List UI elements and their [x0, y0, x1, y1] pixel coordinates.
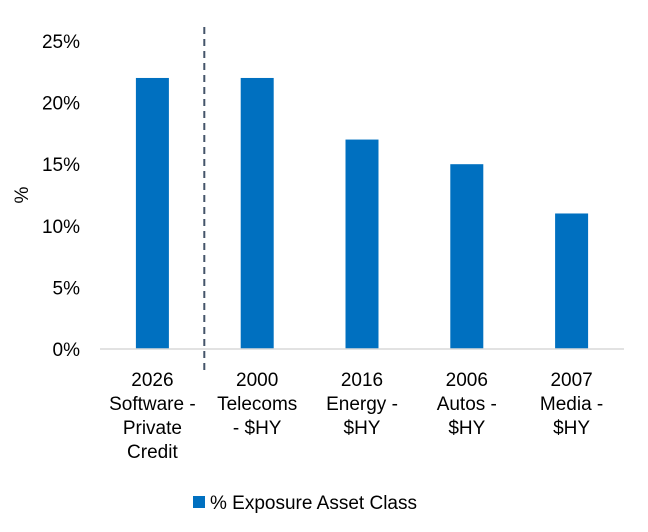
x-category-label-line: 2006 [446, 370, 488, 391]
bars [135, 77, 589, 350]
x-category-label-line: Software - [109, 394, 196, 415]
x-category-label-line: Energy - [326, 394, 398, 415]
y-axis-tick-labels: 0% 5% 10% 15% 20% 25% [42, 32, 80, 361]
x-axis-category-labels: 2026 Software - Private Credit 2000 Telecoms -… [109, 370, 603, 463]
y-tick-label: 0% [53, 340, 81, 361]
x-category-label-line: 2000 [236, 370, 278, 391]
x-category-label: 2006 Autos - $HY [437, 370, 497, 439]
legend: % Exposure Asset Class [193, 493, 417, 514]
y-tick-label: 20% [42, 94, 80, 115]
y-tick-label: 5% [53, 278, 81, 299]
x-category-label: 2016 Energy - $HY [326, 370, 398, 439]
x-category-label-line: $HY [553, 418, 590, 439]
y-tick-label: 25% [42, 32, 80, 53]
legend-label: % Exposure Asset Class [210, 493, 417, 514]
x-category-label-line: Telecoms [217, 394, 297, 415]
x-category-label-line: Autos - [437, 394, 497, 415]
x-category-label: 2026 Software - Private Credit [109, 370, 196, 463]
x-category-label: 2000 Telecoms - $HY [217, 370, 297, 439]
x-category-label-line: 2026 [131, 370, 173, 391]
x-category-label-line: $HY [344, 418, 381, 439]
legend-swatch [193, 496, 205, 508]
bar [135, 77, 169, 350]
x-category-label-line: 2007 [550, 370, 592, 391]
bar [555, 213, 589, 349]
x-category-label-line: - $HY [233, 418, 282, 439]
x-category-label-line: Credit [127, 442, 178, 463]
x-category-label: 2007 Media - $HY [540, 370, 603, 439]
x-category-label-line: Media - [540, 394, 603, 415]
bar [240, 77, 274, 350]
x-category-label-line: 2016 [341, 370, 383, 391]
y-tick-label: 10% [42, 217, 80, 238]
y-axis-label: % [12, 186, 33, 203]
x-category-label-line: $HY [448, 418, 485, 439]
x-category-label-line: Private [123, 418, 182, 439]
bar [345, 139, 379, 349]
bar [450, 164, 484, 349]
y-tick-label: 15% [42, 155, 80, 176]
